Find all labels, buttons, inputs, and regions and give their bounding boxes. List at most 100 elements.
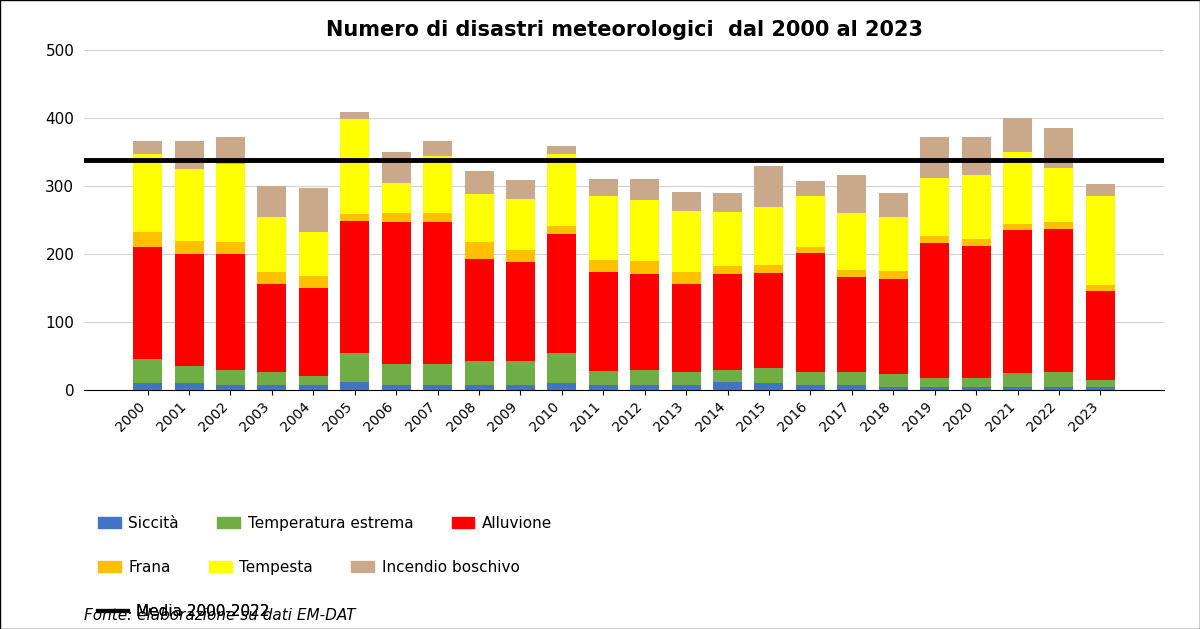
Bar	[672, 211, 701, 272]
Bar	[838, 175, 866, 213]
Bar	[1003, 223, 1032, 230]
Bar	[464, 242, 493, 259]
Bar	[216, 370, 245, 384]
Bar	[630, 179, 659, 200]
Bar	[961, 137, 991, 175]
Bar	[382, 384, 410, 390]
Bar	[506, 180, 535, 199]
Bar	[133, 154, 162, 232]
Bar	[464, 361, 493, 384]
Bar	[216, 384, 245, 390]
Bar	[713, 382, 742, 390]
Bar	[424, 364, 452, 384]
Bar	[133, 247, 162, 359]
Bar	[299, 187, 328, 231]
Bar	[133, 383, 162, 390]
Bar	[1044, 387, 1074, 390]
Bar	[299, 276, 328, 288]
Bar	[713, 193, 742, 212]
Bar	[713, 274, 742, 370]
Bar	[341, 119, 370, 214]
Bar	[630, 274, 659, 370]
Bar	[796, 372, 824, 384]
Bar	[1003, 230, 1032, 373]
Bar	[424, 155, 452, 213]
Bar	[920, 236, 949, 243]
Bar	[506, 199, 535, 250]
Bar	[755, 265, 784, 273]
Bar	[878, 193, 907, 217]
Bar	[878, 271, 907, 279]
Bar	[672, 272, 701, 284]
Text: Fonte: elaborazione su dati EM-DAT: Fonte: elaborazione su dati EM-DAT	[84, 608, 355, 623]
Bar	[878, 374, 907, 387]
Bar	[1044, 229, 1074, 372]
Bar	[1086, 387, 1115, 390]
Bar	[755, 167, 784, 207]
Bar	[961, 379, 991, 387]
Bar	[382, 152, 410, 183]
Bar	[630, 384, 659, 390]
Bar	[299, 231, 328, 276]
Bar	[838, 213, 866, 270]
Bar	[1044, 222, 1074, 229]
Bar	[796, 247, 824, 253]
Bar	[961, 387, 991, 390]
Bar	[1003, 152, 1032, 223]
Bar	[672, 372, 701, 384]
Bar	[920, 137, 949, 178]
Bar	[878, 217, 907, 271]
Bar	[961, 175, 991, 239]
Bar	[257, 384, 287, 390]
Bar	[464, 170, 493, 194]
Bar	[1086, 196, 1115, 285]
Bar	[174, 240, 204, 254]
Bar	[796, 253, 824, 372]
Bar	[630, 261, 659, 274]
Bar	[1086, 380, 1115, 387]
Bar	[838, 277, 866, 372]
Bar	[174, 169, 204, 240]
Bar	[589, 260, 618, 272]
Bar	[216, 164, 245, 242]
Legend: Media 2000-2022: Media 2000-2022	[91, 598, 276, 625]
Bar	[133, 141, 162, 154]
Bar	[506, 361, 535, 384]
Bar	[133, 232, 162, 247]
Bar	[257, 218, 287, 272]
Bar	[464, 384, 493, 390]
Bar	[506, 250, 535, 262]
Bar	[382, 183, 410, 213]
Bar	[713, 370, 742, 382]
Bar	[424, 213, 452, 221]
Bar	[589, 371, 618, 384]
Bar	[257, 372, 287, 384]
Bar	[796, 196, 824, 247]
Bar	[424, 141, 452, 155]
Bar	[920, 379, 949, 387]
Bar	[961, 246, 991, 379]
Bar	[1086, 184, 1115, 196]
Bar	[547, 234, 576, 353]
Bar	[630, 200, 659, 261]
Bar	[424, 221, 452, 364]
Bar	[672, 192, 701, 211]
Bar	[216, 254, 245, 370]
Bar	[1003, 387, 1032, 390]
Bar	[216, 136, 245, 164]
Bar	[174, 383, 204, 390]
Bar	[755, 273, 784, 368]
Bar	[341, 214, 370, 221]
Title: Numero di disastri meteorologici  dal 2000 al 2023: Numero di disastri meteorologici dal 200…	[325, 20, 923, 40]
Bar	[1003, 373, 1032, 387]
Bar	[961, 239, 991, 246]
Bar	[506, 262, 535, 361]
Bar	[341, 353, 370, 382]
Bar	[382, 213, 410, 221]
Bar	[547, 383, 576, 390]
Bar	[299, 288, 328, 376]
Bar	[1044, 168, 1074, 222]
Bar	[920, 387, 949, 390]
Bar	[755, 368, 784, 383]
Bar	[257, 284, 287, 372]
